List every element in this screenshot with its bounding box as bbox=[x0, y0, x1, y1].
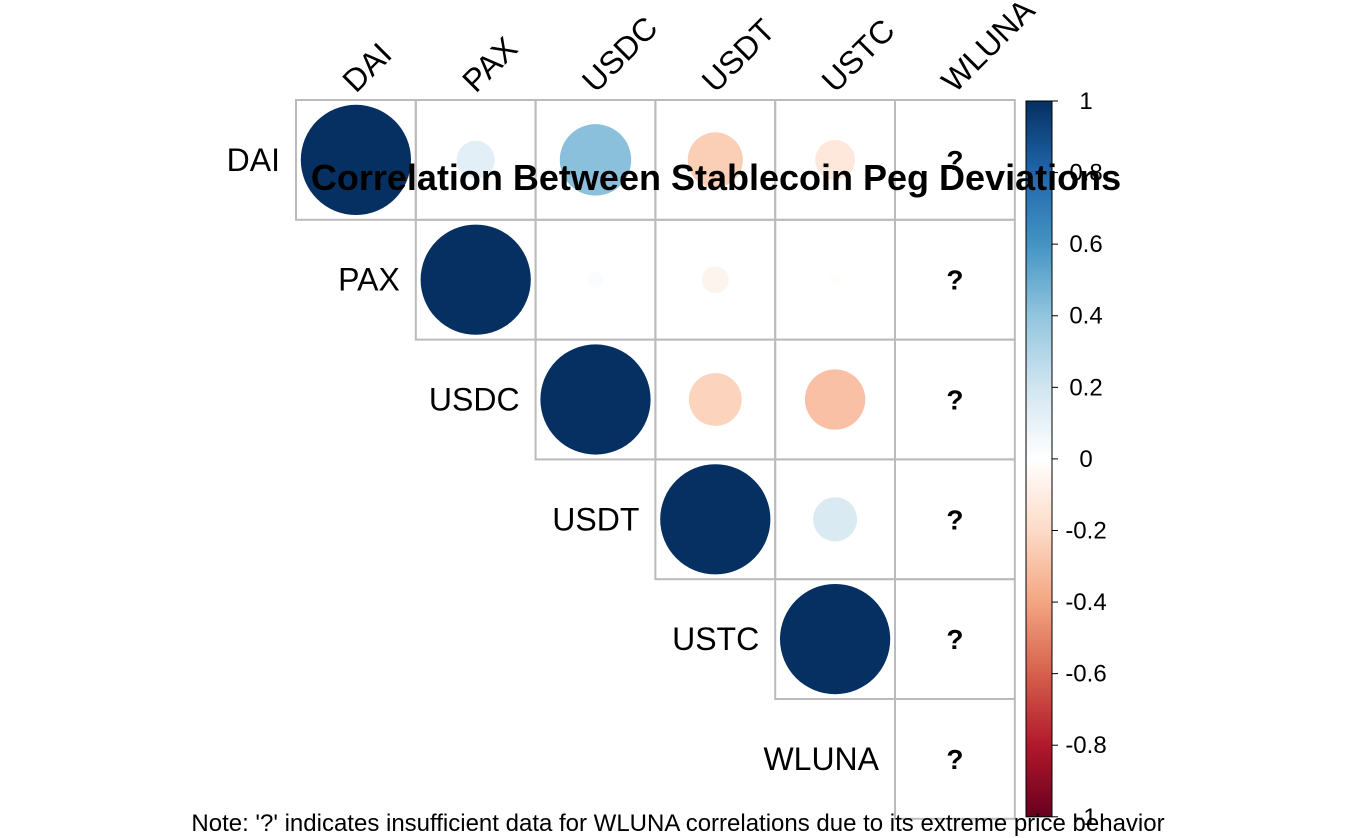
missing-marker: ? bbox=[946, 504, 963, 535]
chart-title: Correlation Between Stablecoin Peg Devia… bbox=[311, 157, 1121, 198]
colorbar-tick-label: 1 bbox=[1079, 88, 1092, 115]
column-label-usdt: USDT bbox=[695, 12, 782, 99]
correlation-circle-usdt-usdt bbox=[660, 464, 771, 575]
correlation-circle-ustc-ustc bbox=[779, 583, 891, 695]
colorbar-tick-label: 0 bbox=[1079, 446, 1092, 473]
grid-cell-wluna-wluna bbox=[894, 698, 1016, 820]
colorbar-tick-label: -0.2 bbox=[1065, 517, 1106, 544]
column-label-usdc: USDC bbox=[575, 9, 665, 99]
correlation-circle-dai-usdc bbox=[559, 124, 632, 196]
column-label-dai: DAI bbox=[335, 36, 398, 99]
grid-layer bbox=[295, 99, 1016, 820]
missing-marker: ? bbox=[946, 624, 963, 655]
column-label-wluna: WLUNA bbox=[934, 0, 1042, 99]
colorbar-tick-label: 0.4 bbox=[1069, 303, 1102, 330]
circle-layer: ?????? bbox=[300, 104, 963, 775]
correlation-circle-pax-pax bbox=[420, 224, 531, 335]
missing-marker: ? bbox=[946, 744, 963, 775]
colorbar-tick-label: 0.8 bbox=[1069, 160, 1102, 187]
row-label-usdc: USDC bbox=[429, 382, 520, 418]
correlation-circle-usdc-ustc bbox=[804, 369, 866, 430]
correlation-circle-usdt-ustc bbox=[813, 497, 858, 542]
row-label-pax: PAX bbox=[338, 262, 400, 298]
colorbar-tick-label: -0.4 bbox=[1065, 589, 1106, 616]
missing-marker: ? bbox=[946, 145, 963, 176]
correlation-circle-dai-dai bbox=[300, 104, 412, 216]
row-label-ustc: USTC bbox=[672, 621, 759, 657]
row-label-wluna: WLUNA bbox=[763, 741, 879, 777]
colorbar-tick-label: 0.6 bbox=[1069, 231, 1102, 258]
correlation-circle-pax-usdc bbox=[587, 271, 604, 288]
colorbar-tick-label: -0.6 bbox=[1065, 661, 1106, 688]
missing-marker: ? bbox=[946, 385, 963, 416]
colorbar-tick-label: -0.8 bbox=[1065, 732, 1106, 759]
colorbar-scale bbox=[1025, 100, 1053, 818]
column-label-pax: PAX bbox=[455, 30, 524, 99]
colorbar: 1 0.8 0.6 0.4 0.2 0 -0.2 -0.4 -0.6 -0.8 -1 bbox=[1025, 88, 1107, 831]
missing-marker: ? bbox=[946, 265, 963, 296]
correlation-circle-dai-pax bbox=[456, 140, 495, 179]
column-label-ustc: USTC bbox=[815, 12, 902, 99]
correlation-circle-dai-usdt bbox=[687, 132, 743, 188]
colorbar-tick-label: 0.2 bbox=[1069, 374, 1102, 401]
correlation-circle-pax-ustc bbox=[829, 274, 841, 286]
chart-note: Note: '?' indicates insufficient data fo… bbox=[191, 810, 1164, 837]
correlation-circle-pax-usdt bbox=[701, 266, 729, 294]
correlation-circle-usdc-usdt bbox=[688, 373, 742, 426]
correlation-circle-dai-ustc bbox=[815, 140, 855, 180]
colorbar-tick-label: -1 bbox=[1075, 804, 1096, 831]
correlation-circle-usdc-usdc bbox=[540, 344, 651, 455]
row-label-dai: DAI bbox=[227, 142, 280, 178]
row-label-usdt: USDT bbox=[552, 501, 639, 537]
